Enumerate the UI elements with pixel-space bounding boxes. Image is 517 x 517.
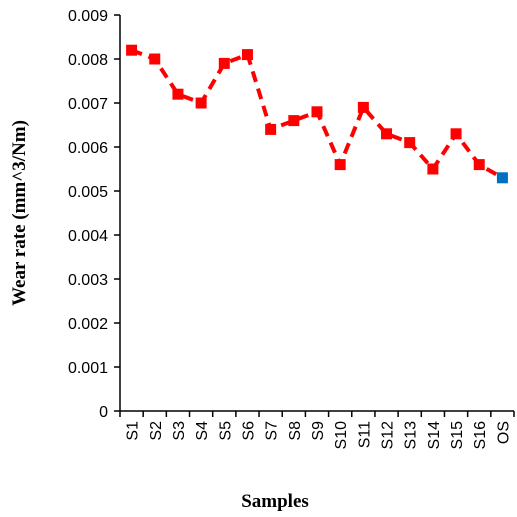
x-tick-label: S13: [403, 421, 420, 450]
x-tick-label: S4: [194, 421, 211, 441]
data-point-s10: [334, 159, 346, 171]
data-point-os: [496, 172, 508, 184]
series-markers: [126, 44, 508, 184]
data-point-s13: [404, 137, 416, 149]
data-point-s4: [195, 97, 207, 109]
data-point-s9: [311, 106, 323, 118]
data-point-s11: [357, 101, 369, 113]
y-tick-label: 0.008: [68, 52, 108, 69]
x-tick-label: S15: [449, 421, 466, 450]
y-tick-label: 0.009: [68, 8, 108, 25]
y-tick-label: 0: [99, 404, 108, 421]
x-tick-label: S16: [472, 421, 489, 450]
data-point-s1: [126, 44, 138, 56]
x-tick-label: S11: [356, 421, 373, 448]
x-tick-label: S2: [148, 421, 165, 441]
y-tick-label: 0.001: [68, 360, 108, 377]
data-point-s3: [172, 88, 184, 100]
x-tick-label: S3: [171, 421, 188, 441]
data-point-s8: [288, 115, 300, 127]
y-tick-label: 0.003: [68, 272, 108, 289]
data-point-s2: [149, 53, 161, 65]
data-point-s15: [450, 128, 462, 140]
y-axis-title: Wear rate (mm^3/Nm): [9, 120, 30, 306]
y-tick-label: 0.002: [68, 316, 108, 333]
data-point-s12: [381, 128, 393, 140]
data-point-s16: [473, 159, 485, 171]
x-tick-label: S12: [380, 421, 397, 450]
x-tick-label: S7: [264, 421, 281, 441]
x-axis-ticks: S1 S2 S3 S4 S5 S6 S7 S8 S9 S10 S11 S12 S13 S14 S15 S16 O…: [119, 411, 515, 450]
y-tick-label: 0.004: [68, 228, 108, 245]
x-tick-label: S9: [310, 421, 327, 441]
data-point-s7: [265, 123, 277, 135]
x-tick-label: S6: [240, 421, 257, 441]
x-tick-label: S14: [426, 421, 443, 450]
x-tick-label: S10: [333, 421, 350, 450]
x-tick-label: S1: [125, 421, 142, 441]
x-tick-label: S8: [287, 421, 304, 441]
y-tick-label: 0.006: [68, 140, 108, 157]
x-axis-title: Samples: [241, 491, 309, 512]
y-tick-label: 0.007: [68, 96, 108, 113]
y-tick-label: 0.005: [68, 184, 108, 201]
y-axis-ticks: 0 0.001 0.002 0.003 0.004 0.005 0.006 0.007 0.00…: [68, 8, 120, 421]
x-tick-label: S5: [217, 421, 234, 441]
x-tick-label: OS: [495, 421, 512, 444]
data-point-s6: [241, 49, 253, 61]
data-point-s14: [427, 163, 439, 175]
data-point-s5: [218, 57, 230, 69]
